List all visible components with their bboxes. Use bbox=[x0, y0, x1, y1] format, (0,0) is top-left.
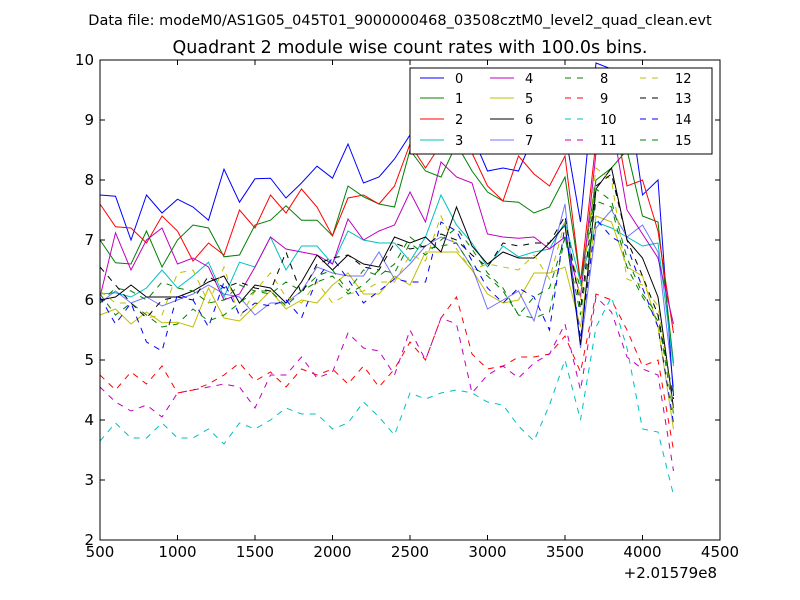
series-line-10 bbox=[99, 295, 674, 496]
legend-label: 4 bbox=[525, 72, 533, 87]
legend-label: 1 bbox=[455, 92, 463, 107]
legend-entry-3: 3 bbox=[420, 134, 463, 149]
legend-label: 5 bbox=[525, 92, 533, 107]
legend-entry-10: 10 bbox=[565, 113, 617, 128]
legend-label: 6 bbox=[525, 113, 533, 128]
x-tick-label: 4000 bbox=[623, 543, 661, 561]
legend-label: 14 bbox=[675, 113, 692, 128]
y-tick-label: 4 bbox=[84, 411, 94, 429]
series-line-7 bbox=[99, 203, 674, 388]
legend-label: 12 bbox=[675, 72, 692, 87]
y-tick-label: 5 bbox=[84, 351, 94, 369]
legend-label: 8 bbox=[600, 72, 608, 87]
y-tick-label: 9 bbox=[84, 111, 94, 129]
legend-entry-0: 0 bbox=[420, 72, 463, 87]
legend-label: 10 bbox=[600, 113, 617, 128]
legend-entry-1: 1 bbox=[420, 92, 463, 107]
y-tick-label: 8 bbox=[84, 171, 94, 189]
x-tick-label: 2500 bbox=[391, 543, 429, 561]
legend-entry-2: 2 bbox=[420, 113, 463, 128]
series-line-12 bbox=[99, 167, 674, 412]
y-tick-label: 3 bbox=[84, 471, 94, 489]
x-tick-label: 4500 bbox=[701, 543, 739, 561]
legend-frame bbox=[409, 67, 713, 155]
series-line-5 bbox=[99, 215, 674, 430]
series-line-2 bbox=[99, 100, 674, 334]
legend-label: 0 bbox=[455, 72, 463, 87]
x-tick-label: 500 bbox=[86, 543, 115, 561]
y-tick-label: 7 bbox=[84, 231, 94, 249]
x-tick-label: 2000 bbox=[313, 543, 351, 561]
x-tick-label: 3500 bbox=[546, 543, 584, 561]
legend-entry-4: 4 bbox=[490, 72, 533, 87]
legend-entry-11: 11 bbox=[565, 134, 617, 149]
y-tick-label: 6 bbox=[84, 291, 94, 309]
legend-label: 9 bbox=[600, 92, 608, 107]
y-tick-label: 10 bbox=[75, 51, 94, 69]
series-line-8 bbox=[99, 188, 674, 415]
y-tick-label: 2 bbox=[84, 531, 94, 549]
legend-label: 15 bbox=[675, 134, 692, 149]
x-tick-label: 1500 bbox=[236, 543, 274, 561]
series-line-4 bbox=[99, 118, 674, 325]
series-line-0 bbox=[99, 62, 674, 397]
x-tick-label: 3000 bbox=[468, 543, 506, 561]
legend-entry-9: 9 bbox=[565, 92, 608, 107]
legend-entry-6: 6 bbox=[490, 113, 533, 128]
legend-entry-8: 8 bbox=[565, 72, 608, 87]
x-offset-label: +2.01579e8 bbox=[624, 564, 717, 582]
series-line-3 bbox=[99, 193, 674, 367]
series-line-11 bbox=[99, 295, 674, 472]
series-line-14 bbox=[99, 217, 674, 424]
legend-label: 3 bbox=[455, 134, 463, 149]
legend-label: 2 bbox=[455, 113, 463, 128]
legend-entry-5: 5 bbox=[490, 92, 533, 107]
series-line-13 bbox=[99, 173, 674, 400]
legend-label: 13 bbox=[675, 92, 692, 107]
legend-label: 11 bbox=[600, 134, 617, 149]
series-layer bbox=[99, 62, 674, 496]
legend-entry-14: 14 bbox=[640, 113, 692, 128]
series-line-9 bbox=[99, 293, 674, 451]
x-tick-label: 1000 bbox=[158, 543, 196, 561]
legend-entry-7: 7 bbox=[490, 134, 533, 149]
legend-entry-13: 13 bbox=[640, 92, 692, 107]
legend-entry-15: 15 bbox=[640, 134, 692, 149]
chart-suptitle: Data file: modeM0/AS1G05_045T01_90000004… bbox=[88, 13, 712, 29]
axis-layer: 500 1000 1500 2000 2500 3000 3500 4000 4500 2 3 4 5 6… bbox=[75, 51, 739, 561]
legend-label: 7 bbox=[525, 134, 533, 149]
series-line-15 bbox=[99, 200, 674, 397]
legend-entry-12: 12 bbox=[640, 72, 692, 87]
chart-title: Quadrant 2 module wise count rates with … bbox=[173, 38, 648, 58]
